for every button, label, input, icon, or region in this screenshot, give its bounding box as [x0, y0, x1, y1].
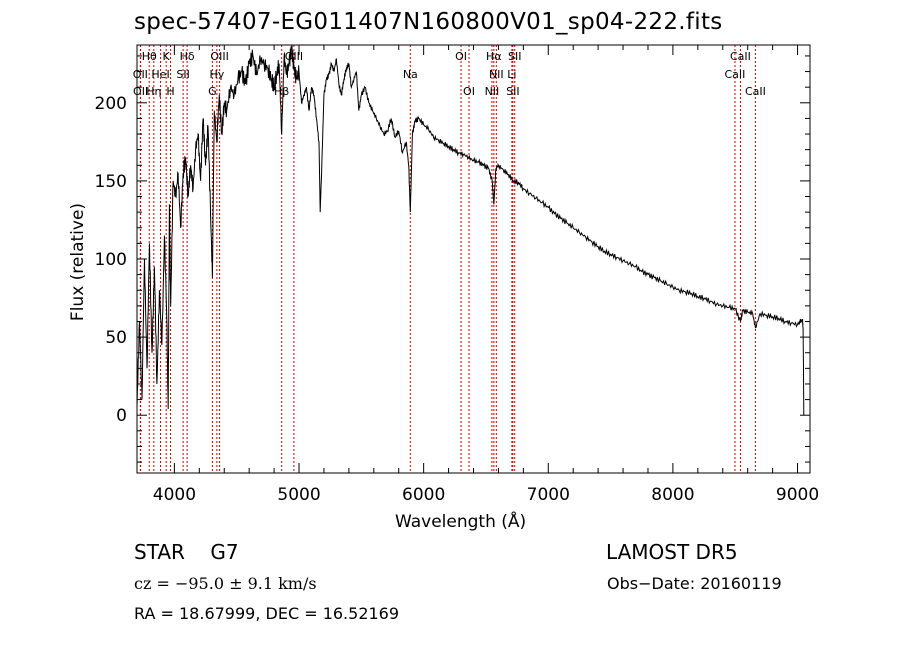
- line-marker-label: H: [166, 85, 174, 98]
- survey-name: LAMOST DR5: [606, 540, 738, 564]
- object-class-line: STAR G7: [134, 540, 239, 564]
- axes-frame: [136, 44, 811, 474]
- line-marker-label: G: [208, 85, 217, 98]
- line-marker-label: K: [163, 50, 171, 63]
- coordinates: RA = 18.67999, DEC = 16.52169: [134, 604, 400, 623]
- line-marker-label: OI: [455, 50, 467, 63]
- line-marker-label: OIII: [210, 50, 228, 63]
- redshift-info: cz = −95.0 ± 9.1 km/s: [134, 574, 317, 593]
- x-tick-labels: 4000 5000 6000 7000 8000 9000: [153, 485, 819, 505]
- object-class: STAR: [134, 540, 185, 564]
- x-tick-label: 7000: [527, 485, 570, 505]
- line-marker-label: NII: [485, 85, 500, 98]
- x-tick-label: 8000: [651, 485, 694, 505]
- y-tick-label: 200: [95, 94, 127, 114]
- line-marker-label: OI: [463, 85, 475, 98]
- line-marker-label: Li: [507, 68, 516, 81]
- y-tick-label: 50: [105, 328, 127, 348]
- line-marker-label: Hδ: [180, 50, 195, 63]
- line-marker-label: Hθ: [142, 50, 157, 63]
- y-tick-labels: 0 50 100 150 200: [95, 94, 127, 426]
- x-tick-label: 6000: [402, 485, 445, 505]
- object-subclass: G7: [210, 540, 239, 564]
- x-tick-label: 4000: [153, 485, 196, 505]
- chart-title: spec-57407-EG011407N160800V01_sp04-222.f…: [134, 9, 723, 35]
- y-tick-label: 100: [95, 250, 127, 270]
- line-marker-label: Hγ: [209, 68, 224, 81]
- y-tick-label: 150: [95, 172, 127, 192]
- line-marker-label: CaII: [730, 50, 751, 63]
- line-marker-label: SII: [506, 85, 519, 98]
- line-marker-label: Na: [403, 68, 418, 81]
- x-axis-label: Wavelength (Å): [395, 512, 527, 532]
- line-markers: [139, 45, 756, 473]
- y-axis-label: Flux (relative): [68, 202, 88, 322]
- line-marker-label: CaII: [725, 68, 746, 81]
- line-marker-label: NII: [489, 68, 504, 81]
- line-marker-label: HeI: [151, 68, 169, 81]
- line-marker-label: CaII: [745, 85, 766, 98]
- x-tick-label: 5000: [277, 485, 320, 505]
- line-marker-label: SII: [176, 68, 189, 81]
- line-marker-label: OII: [133, 68, 148, 81]
- spectrum-line: [136, 45, 805, 416]
- obs-date: Obs−Date: 20160119: [607, 574, 782, 593]
- line-marker-label: Hα: [486, 50, 502, 63]
- line-marker-label: Hη: [146, 85, 161, 98]
- y-tick-label: 0: [116, 406, 127, 426]
- line-marker-label: SII: [508, 50, 521, 63]
- plot-frame: [136, 44, 811, 474]
- x-tick-label: 9000: [776, 485, 819, 505]
- line-marker-label: Hβ: [274, 85, 289, 98]
